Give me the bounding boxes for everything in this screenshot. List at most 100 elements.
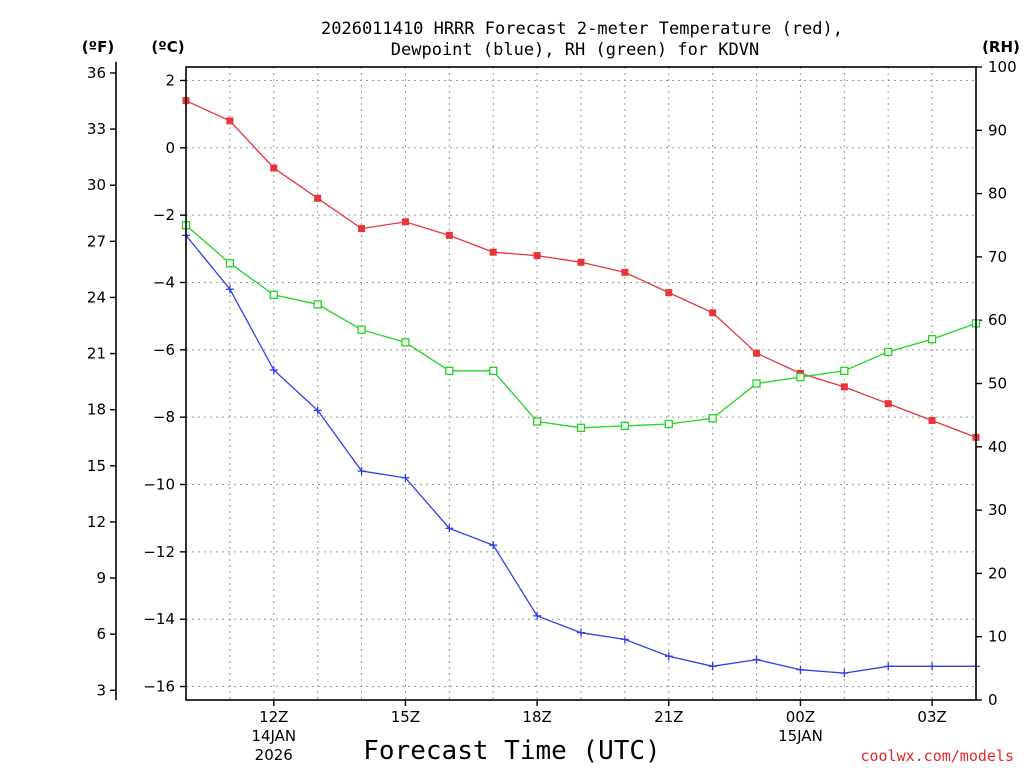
dewpoint-marker bbox=[225, 285, 234, 294]
chart-title-line2: Dewpoint (blue), RH (green) for KDVN bbox=[391, 40, 759, 60]
fahrenheit-tick-label: 36 bbox=[87, 64, 106, 82]
temperature-marker bbox=[621, 268, 629, 276]
rh-marker bbox=[357, 325, 366, 334]
temperature-marker bbox=[840, 383, 848, 391]
x-tick-label: 18Z bbox=[522, 708, 551, 726]
celsius-tick-label: 2 bbox=[165, 71, 175, 89]
celsius-tick-label: −4 bbox=[153, 273, 175, 291]
dewpoint-marker bbox=[884, 662, 893, 671]
rh-marker bbox=[401, 338, 410, 347]
rh-tick-label: 20 bbox=[988, 564, 1007, 582]
dewpoint-marker bbox=[489, 541, 498, 550]
dewpoint-marker bbox=[708, 662, 717, 671]
x-axis-title: Forecast Time (UTC) bbox=[363, 736, 660, 766]
temperature-marker bbox=[577, 258, 585, 266]
rh-tick-label: 60 bbox=[988, 311, 1007, 329]
rh-tick-label: 30 bbox=[988, 501, 1007, 519]
axis-layer: 36333027242118151296320−2−4−6−8−10−12−14… bbox=[87, 58, 1017, 764]
temperature-marker bbox=[314, 194, 322, 202]
rh-marker bbox=[489, 366, 498, 375]
x-tick-label: 00Z bbox=[786, 708, 815, 726]
rh-marker bbox=[225, 259, 235, 268]
celsius-tick-label: −10 bbox=[143, 476, 175, 494]
rh-marker bbox=[620, 421, 630, 431]
temperature-marker bbox=[358, 225, 366, 233]
x-tick-label: 03Z bbox=[917, 708, 946, 726]
rh-marker bbox=[532, 417, 542, 426]
fahrenheit-tick-label: 27 bbox=[87, 232, 106, 250]
dewpoint-marker bbox=[533, 611, 542, 620]
rh-marker bbox=[796, 373, 805, 382]
celsius-tick-label: −16 bbox=[143, 678, 175, 696]
dewpoint-marker bbox=[620, 635, 629, 644]
temperature-marker bbox=[401, 218, 409, 226]
temperature-marker bbox=[928, 417, 936, 425]
rh-tick-label: 90 bbox=[988, 121, 1007, 139]
dewpoint-marker bbox=[357, 467, 366, 476]
temperature-marker bbox=[753, 349, 761, 357]
rh-tick-label: 40 bbox=[988, 438, 1007, 456]
fahrenheit-unit-label: (ºF) bbox=[82, 38, 114, 56]
rh-marker bbox=[927, 335, 937, 344]
celsius-tick-label: −14 bbox=[143, 610, 175, 628]
grid-layer bbox=[185, 67, 977, 700]
x-tick-label: 15Z bbox=[391, 708, 420, 726]
x-tick-year-label: 2026 bbox=[255, 746, 293, 764]
celsius-tick-label: 0 bbox=[165, 139, 175, 157]
rh-marker bbox=[664, 419, 673, 429]
dewpoint-marker bbox=[840, 669, 849, 678]
plot-frame bbox=[185, 66, 977, 701]
dewpoint-marker bbox=[577, 628, 585, 637]
rh-tick-label: 80 bbox=[988, 185, 1007, 203]
dewpoint-marker bbox=[445, 524, 454, 533]
temperature-marker bbox=[533, 252, 541, 260]
rh-marker bbox=[840, 366, 849, 375]
rh-tick-label: 50 bbox=[988, 375, 1007, 393]
x-tick-label: 21Z bbox=[654, 708, 683, 726]
fahrenheit-tick-label: 12 bbox=[87, 513, 106, 531]
rh-marker bbox=[313, 300, 322, 309]
dewpoint-marker bbox=[664, 652, 673, 661]
temperature-marker bbox=[884, 400, 892, 408]
celsius-unit-label: (ºC) bbox=[151, 38, 184, 56]
fahrenheit-tick-label: 3 bbox=[96, 681, 106, 699]
temperature-marker bbox=[709, 309, 717, 317]
x-tick-date-label: 15JAN bbox=[778, 727, 823, 745]
rh-tick-label: 100 bbox=[988, 58, 1017, 76]
rh-marker bbox=[445, 366, 454, 375]
rh-marker bbox=[752, 379, 761, 388]
credit-label: coolwx.com/models bbox=[860, 747, 1014, 765]
x-tick-label: 12Z bbox=[259, 708, 288, 726]
fahrenheit-tick-label: 21 bbox=[87, 345, 106, 363]
celsius-tick-label: −12 bbox=[143, 543, 175, 561]
celsius-tick-label: −2 bbox=[153, 206, 175, 224]
x-tick-date-label: 14JAN bbox=[251, 727, 296, 745]
celsius-tick-label: −8 bbox=[153, 408, 175, 426]
rh-marker bbox=[269, 290, 278, 300]
dewpoint-marker bbox=[313, 406, 322, 415]
fahrenheit-tick-label: 24 bbox=[87, 288, 106, 306]
temperature-marker bbox=[489, 248, 497, 256]
fahrenheit-tick-label: 18 bbox=[87, 401, 106, 419]
rh-tick-label: 10 bbox=[988, 628, 1007, 646]
temperature-marker bbox=[445, 231, 453, 239]
rh-tick-label: 0 bbox=[988, 691, 998, 709]
dewpoint-marker bbox=[752, 655, 761, 664]
temperature-marker bbox=[270, 164, 278, 172]
fahrenheit-tick-label: 9 bbox=[96, 569, 106, 587]
temperature-marker bbox=[226, 117, 234, 125]
fahrenheit-tick-label: 30 bbox=[87, 176, 106, 194]
temperature-marker bbox=[665, 289, 673, 297]
dewpoint-marker bbox=[928, 662, 937, 671]
dewpoint-marker bbox=[796, 665, 805, 674]
rh-marker bbox=[884, 347, 893, 357]
dewpoint-marker bbox=[401, 473, 410, 482]
fahrenheit-tick-label: 33 bbox=[87, 120, 106, 138]
rh-unit-label: (RH) bbox=[982, 38, 1020, 56]
celsius-tick-label: −6 bbox=[153, 341, 175, 359]
dewpoint-marker bbox=[269, 366, 278, 375]
rh-marker bbox=[708, 414, 717, 423]
rh-marker bbox=[576, 423, 586, 432]
chart-title-line1: 2026011410 HRRR Forecast 2-meter Tempera… bbox=[321, 19, 843, 39]
